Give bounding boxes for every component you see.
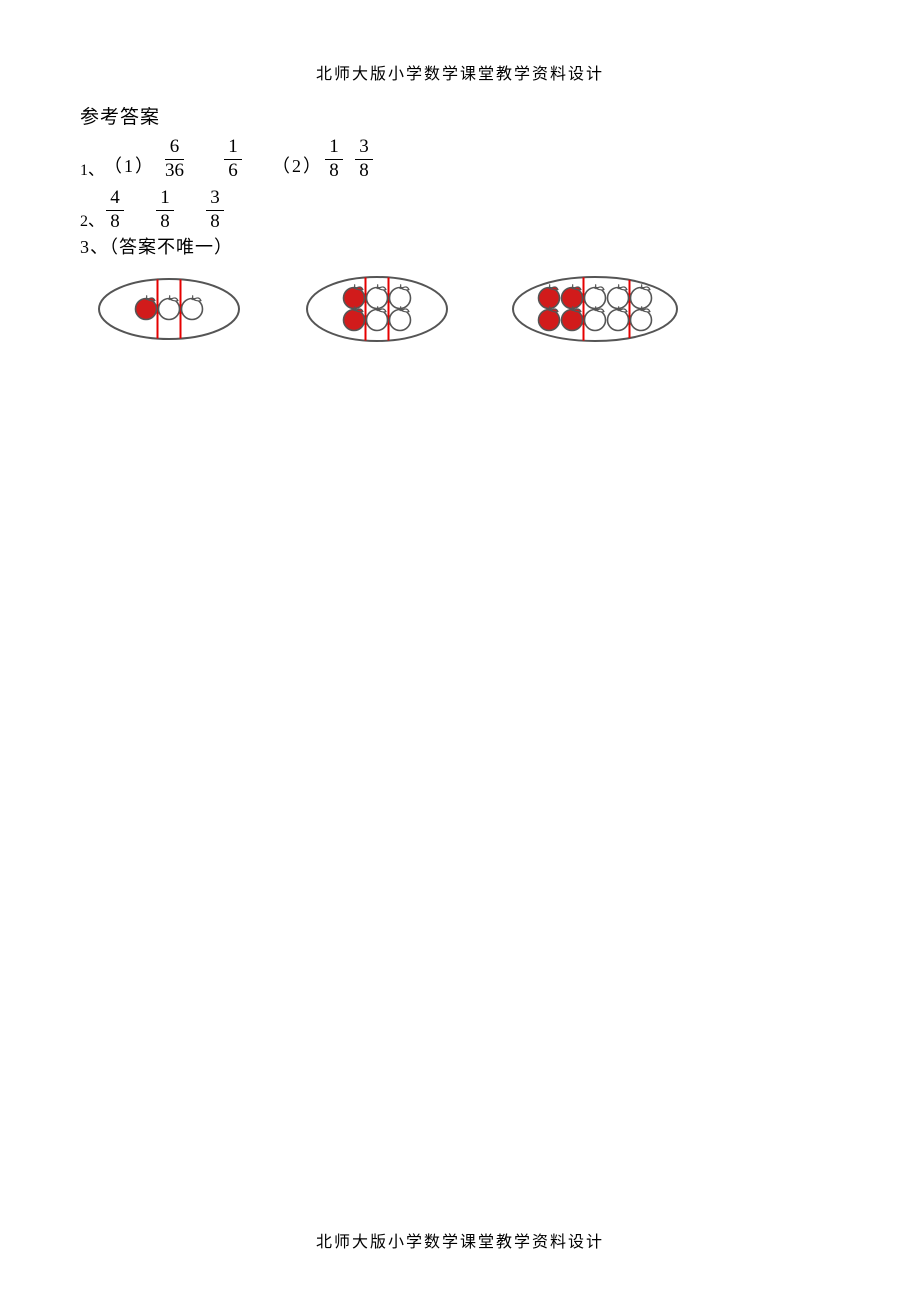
plate-diagram-1 xyxy=(94,274,244,344)
fraction-3-8: 38 xyxy=(353,137,375,182)
page-header: 北师大版小学数学课堂教学资料设计 xyxy=(0,0,920,84)
q1-part2-label: （2） xyxy=(272,152,323,182)
answers-title: 参考答案 xyxy=(80,102,840,129)
plate-diagram-3 xyxy=(510,274,680,344)
answer-line-3: 3、（答案不唯一） xyxy=(80,233,840,259)
fraction-1-8: 18 xyxy=(323,137,345,182)
answer-line-1: 1、 （1） 636 16 （2） 18 38 xyxy=(80,137,840,182)
q2-label: 2、 xyxy=(80,207,104,233)
fraction-6-36: 636 xyxy=(163,137,186,182)
q1-part1-label: （1） xyxy=(104,152,155,182)
diagrams-row xyxy=(94,274,840,344)
answer-line-2: 2、 48 18 38 xyxy=(80,188,840,233)
fraction-4-8: 48 xyxy=(104,188,126,233)
q1-label: 1、 xyxy=(80,156,104,182)
plate-diagram-2 xyxy=(302,274,452,344)
fraction-3-8-b: 38 xyxy=(204,188,226,233)
page-footer: 北师大版小学数学课堂教学资料设计 xyxy=(0,1228,920,1252)
fraction-1-6: 16 xyxy=(222,137,244,182)
content: 参考答案 1、 （1） 636 16 （2） 18 38 2、 48 18 xyxy=(0,84,920,344)
fraction-1-8-b: 18 xyxy=(154,188,176,233)
